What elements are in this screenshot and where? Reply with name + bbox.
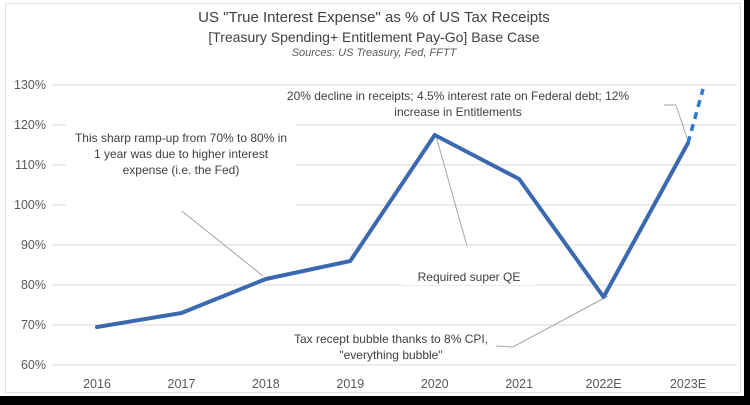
callout-receipts-to-2023e <box>664 104 689 142</box>
chart-title: US "True Interest Expense" as % of US Ta… <box>198 9 550 26</box>
y-axis-tick-label: 70% <box>21 318 46 332</box>
annotation-line: This sharp ramp-up from 70% to 80% in <box>74 131 288 145</box>
y-axis-tick-label: 130% <box>14 78 46 92</box>
y-axis-tick-label: 60% <box>21 358 46 372</box>
right-edge-bar <box>744 0 750 405</box>
annotation-receipts-decline: 20% decline in receipts; 4.5% interest r… <box>262 88 654 120</box>
y-axis-tick-label: 80% <box>21 278 46 292</box>
annotation-line: Required super QE <box>417 270 521 284</box>
series-line <box>95 133 691 329</box>
chart-source-note: Sources: US Treasury, Fed, FFTT <box>291 47 457 59</box>
annotation-line: 20% decline in receipts; 4.5% interest r… <box>286 89 630 103</box>
annotation-tax-receipt-bubble: Tax recept bubble thanks to 8% CPI, "eve… <box>288 331 494 363</box>
x-axis-tick-label: 2019 <box>336 377 364 391</box>
annotation-line: expense (i.e. the Fed) <box>122 163 240 177</box>
y-axis-tick-label: 100% <box>14 198 46 212</box>
callout-ramp-to-2018 <box>177 207 264 277</box>
x-axis-tick-label: 2016 <box>83 377 111 391</box>
x-axis-tick-label: 2017 <box>168 377 196 391</box>
chart-border <box>5 3 741 393</box>
x-axis-tick-label: 2021 <box>505 377 533 391</box>
annotation-line: Tax recept bubble thanks to 8% CPI, <box>293 332 489 346</box>
y-axis-tick-label: 90% <box>21 238 46 252</box>
annotation-line: 1 year was due to higher interest <box>93 147 269 161</box>
chart-title-block: US "True Interest Expense" as % of US Ta… <box>5 8 743 60</box>
x-axis-tick-label: 2023E <box>670 377 706 391</box>
x-axis-tick-label: 2022E <box>586 377 622 391</box>
callout-bubble-to-2022e <box>495 295 609 348</box>
bottom-edge-bar <box>0 396 750 405</box>
y-axis-tick-label: 110% <box>15 158 46 172</box>
x-axis-tick-label: 2020 <box>421 377 449 391</box>
annotation-ramp-up: This sharp ramp-up from 70% to 80% in 1 … <box>66 119 296 211</box>
callout-qe-to-2020-peak <box>435 135 468 247</box>
chart-subtitle: [Treasury Spending+ Entitlement Pay-Go] … <box>208 29 540 45</box>
x-axis-tick-label: 2018 <box>252 377 280 391</box>
y-axis-tick-label: 120% <box>14 118 46 132</box>
annotation-required-super-qe: Required super QE <box>402 269 536 285</box>
annotation-line: increase in Entitlements <box>394 105 522 119</box>
forecast-dashed-line <box>686 88 705 144</box>
annotation-line: "everything bubble" <box>339 348 443 362</box>
